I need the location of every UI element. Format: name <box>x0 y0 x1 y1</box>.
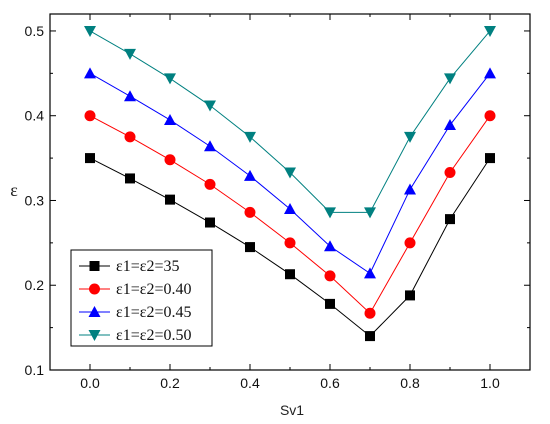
data-point <box>484 25 496 37</box>
data-point <box>164 113 176 125</box>
data-point <box>124 48 136 60</box>
data-point <box>284 167 296 179</box>
x-tick-label: 0.0 <box>80 375 100 391</box>
legend-label: ε1=ε2=0.45 <box>116 304 191 321</box>
data-point <box>404 237 416 249</box>
legend-label: ε1=ε2=0.40 <box>116 281 191 298</box>
legend-marker <box>88 330 101 341</box>
data-point <box>444 119 456 131</box>
legend-label: ε1=ε2=35 <box>116 258 179 275</box>
series-markers <box>84 25 496 342</box>
data-point <box>84 25 96 37</box>
data-point <box>205 217 215 228</box>
data-point <box>325 298 335 309</box>
data-point <box>405 290 415 301</box>
data-point <box>364 207 376 219</box>
data-point <box>165 194 175 205</box>
data-point <box>124 90 136 102</box>
x-axis-label: Sv1 <box>280 402 304 418</box>
x-tick-label: 1.0 <box>480 375 500 391</box>
data-point <box>285 269 295 280</box>
y-tick-label: 0.5 <box>25 23 45 39</box>
x-tick-label: 0.8 <box>400 375 420 391</box>
data-point <box>484 110 496 122</box>
x-tick-label: 0.4 <box>240 375 260 391</box>
data-point <box>245 242 255 253</box>
legend: ε1=ε2=35 ε1=ε2=0.40 ε1=ε2=0.45 ε1=ε2=0.50 <box>70 249 213 347</box>
data-point <box>84 67 96 79</box>
x-axis-ticks: 0.0 0.2 0.4 0.6 0.8 1.0 <box>49 14 531 391</box>
data-point <box>324 207 336 219</box>
series-line-4 <box>89 30 491 213</box>
y-tick-label: 0.1 <box>25 362 45 378</box>
data-point <box>204 140 216 152</box>
data-point <box>244 131 256 143</box>
data-point <box>84 110 96 122</box>
data-point <box>244 169 256 181</box>
data-point <box>365 331 375 342</box>
data-point <box>324 240 336 252</box>
data-point <box>244 206 256 218</box>
data-point <box>125 173 135 184</box>
legend-marker <box>88 306 101 317</box>
data-point <box>444 167 456 179</box>
data-point <box>204 100 216 112</box>
data-point <box>404 131 416 143</box>
legend-label: ε1=ε2=0.50 <box>116 327 191 344</box>
y-tick-label: 0.2 <box>25 277 45 293</box>
data-point <box>124 131 136 143</box>
data-point <box>484 67 496 79</box>
y-tick-label: 0.3 <box>25 192 45 208</box>
data-point <box>324 270 336 282</box>
data-point <box>284 237 296 249</box>
data-point <box>284 202 296 214</box>
y-axis-ticks: 0.1 0.2 0.3 0.4 0.5 <box>25 23 530 378</box>
data-point <box>364 267 376 279</box>
data-point <box>164 73 176 85</box>
x-tick-label: 0.2 <box>160 375 180 391</box>
data-point <box>85 153 95 164</box>
data-point <box>444 73 456 85</box>
y-tick-label: 0.4 <box>25 108 45 124</box>
data-point <box>404 183 416 195</box>
y-axis-label: ε <box>10 180 18 200</box>
data-point <box>364 307 376 319</box>
x-tick-label: 0.6 <box>320 375 340 391</box>
data-point <box>485 153 495 164</box>
legend-marker <box>89 261 100 271</box>
legend-marker <box>89 283 100 295</box>
data-point <box>445 214 455 225</box>
data-point <box>204 178 216 190</box>
data-point <box>164 154 176 166</box>
